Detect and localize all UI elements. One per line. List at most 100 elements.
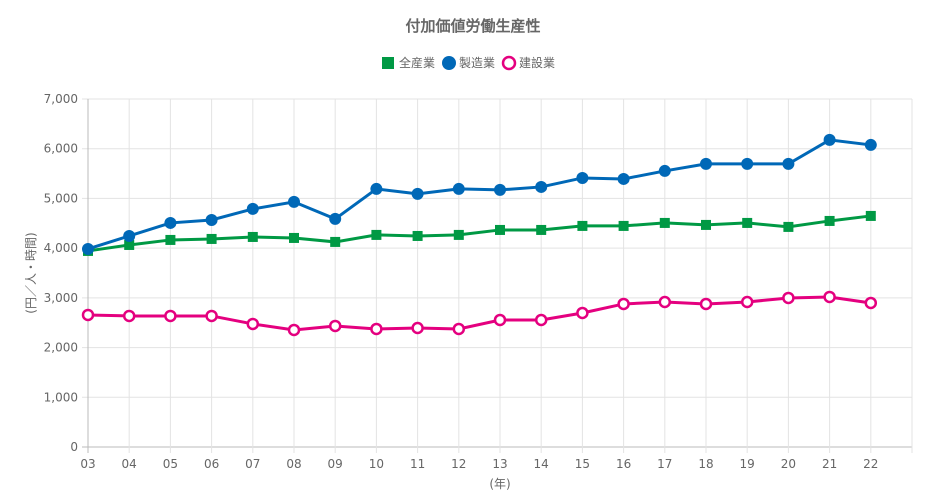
x-tick-label: 14 xyxy=(534,457,549,471)
y-tick-label: 2,000 xyxy=(44,341,78,355)
series-group xyxy=(81,133,878,337)
x-axis-ticks: 03 04 05 06 07 08 09 10 11 12 13 14 15 16 17 18 19 20 21 22 xyxy=(80,457,878,471)
y-tick-label: 0 xyxy=(70,440,78,454)
data-point xyxy=(576,171,589,184)
y-tick-label: 7,000 xyxy=(44,92,78,106)
x-tick-label: 20 xyxy=(781,457,796,471)
legend-circle-icon xyxy=(442,56,456,70)
legend-hollow-circle-icon xyxy=(501,55,517,71)
data-point xyxy=(864,296,878,310)
data-point xyxy=(289,232,299,243)
data-point xyxy=(700,157,712,170)
data-point xyxy=(205,213,218,226)
data-point xyxy=(206,233,217,244)
data-point xyxy=(164,309,177,323)
series-全産業 xyxy=(83,210,876,256)
data-point xyxy=(411,187,424,200)
series-建設業 xyxy=(81,290,878,337)
series-line xyxy=(87,138,871,251)
data-point xyxy=(370,182,383,195)
data-point xyxy=(534,313,548,327)
grid xyxy=(82,98,913,453)
data-point xyxy=(535,180,548,193)
series-line xyxy=(87,295,872,332)
legend-label: 建設業 xyxy=(519,55,555,70)
x-tick-label: 04 xyxy=(122,457,137,471)
data-point xyxy=(783,221,794,232)
data-point xyxy=(165,234,176,245)
legend-square-icon xyxy=(382,57,394,69)
x-tick-label: 16 xyxy=(616,457,631,471)
x-tick-label: 09 xyxy=(328,457,343,471)
y-tick-label: 1,000 xyxy=(44,390,78,404)
data-point xyxy=(205,309,218,323)
data-point xyxy=(246,202,259,215)
data-point xyxy=(576,306,589,320)
data-point xyxy=(658,164,671,177)
series-line xyxy=(87,214,871,253)
data-point xyxy=(124,239,135,250)
data-point xyxy=(742,217,753,228)
data-point xyxy=(494,183,506,196)
data-point xyxy=(452,182,465,195)
data-point xyxy=(328,319,342,333)
data-point xyxy=(330,236,341,247)
x-tick-label: 06 xyxy=(204,457,219,471)
x-tick-label: 07 xyxy=(245,457,260,471)
data-point xyxy=(782,157,795,170)
data-point xyxy=(246,317,260,331)
data-point xyxy=(411,321,424,335)
data-point xyxy=(288,195,300,208)
legend-label: 製造業 xyxy=(459,56,495,70)
data-point xyxy=(701,219,711,230)
x-tick-label: 19 xyxy=(740,457,755,471)
data-point xyxy=(741,157,754,170)
data-point xyxy=(740,295,754,309)
data-point xyxy=(164,216,177,229)
data-point xyxy=(618,220,629,231)
data-point xyxy=(782,291,795,305)
data-point xyxy=(495,224,505,235)
y-tick-label: 5,000 xyxy=(44,191,78,205)
data-point xyxy=(823,133,836,146)
x-tick-label: 12 xyxy=(451,457,466,471)
data-point xyxy=(81,308,95,322)
legend: 全産業 製造業 建設業 xyxy=(382,55,555,71)
x-axis-label: (年) xyxy=(489,477,510,491)
data-point xyxy=(247,231,258,242)
series-製造業 xyxy=(82,133,877,255)
data-point xyxy=(453,229,464,240)
data-point xyxy=(370,322,383,336)
x-tick-label: 03 xyxy=(80,457,95,471)
data-point xyxy=(865,210,876,221)
data-point xyxy=(617,172,630,185)
data-point xyxy=(577,220,588,231)
x-tick-label: 13 xyxy=(492,457,507,471)
x-tick-label: 18 xyxy=(698,457,713,471)
x-tick-label: 08 xyxy=(286,457,301,471)
data-point xyxy=(82,242,94,255)
data-point xyxy=(452,322,466,336)
legend-label: 全産業 xyxy=(399,55,435,70)
x-tick-label: 22 xyxy=(863,457,878,471)
data-point xyxy=(617,297,630,311)
x-tick-label: 17 xyxy=(657,457,672,471)
data-point xyxy=(658,295,672,309)
data-point xyxy=(823,290,836,304)
data-point xyxy=(123,229,136,242)
y-tick-label: 4,000 xyxy=(44,241,78,255)
x-tick-label: 05 xyxy=(163,457,178,471)
y-tick-label: 3,000 xyxy=(44,291,78,305)
data-point xyxy=(412,230,423,241)
chart-title: 付加価値労働生産性 xyxy=(405,17,540,35)
x-tick-label: 15 xyxy=(575,457,590,471)
data-point xyxy=(864,138,877,151)
data-point xyxy=(371,229,382,240)
data-point xyxy=(329,212,342,225)
y-axis-label: (円／人・時間) xyxy=(24,232,38,313)
y-axis-ticks: 0 1,000 2,000 3,000 4,000 5,000 6,000 7,000 xyxy=(44,92,78,454)
data-point xyxy=(122,309,136,323)
data-point xyxy=(287,323,301,337)
x-tick-label: 11 xyxy=(410,457,425,471)
